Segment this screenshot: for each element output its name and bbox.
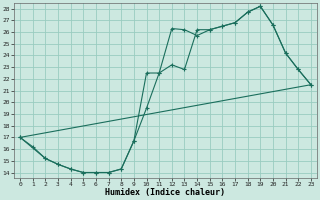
X-axis label: Humidex (Indice chaleur): Humidex (Indice chaleur) (106, 188, 226, 197)
